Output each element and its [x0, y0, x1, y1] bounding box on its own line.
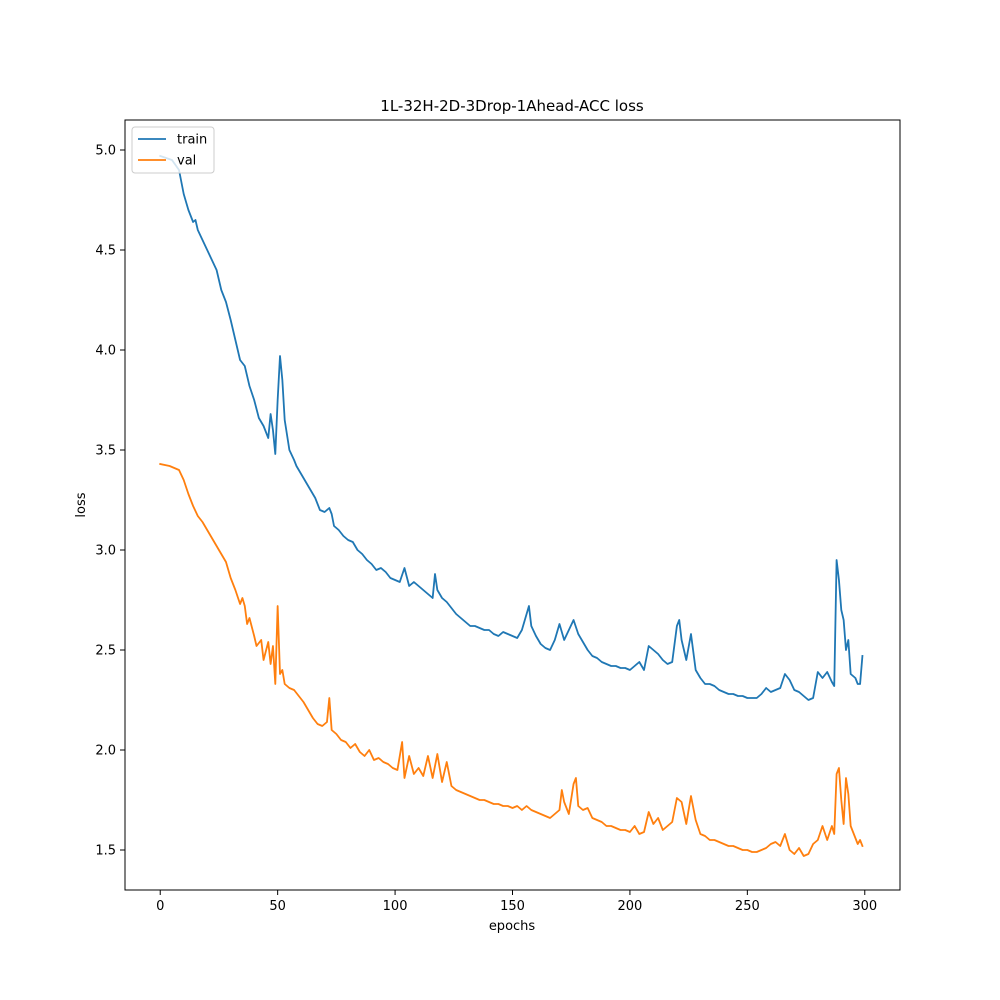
x-tick-label: 200 — [618, 899, 643, 914]
x-tick-label: 300 — [852, 899, 877, 914]
x-tick-label: 50 — [269, 899, 286, 914]
x-tick-label: 250 — [735, 899, 760, 914]
y-axis: 1.5 2.0 2.5 3.0 3.5 4.0 4.5 5.0 — [95, 144, 125, 859]
series-line-val — [159, 462, 864, 857]
legend-label-train: train — [177, 133, 207, 148]
x-axis: 0 50 100 150 200 250 300 — [156, 890, 877, 914]
y-tick-label: 2.5 — [95, 644, 116, 659]
chart-title: 1L-32H-2D-3Drop-1Ahead-ACC loss — [380, 97, 644, 115]
x-tick-label: 100 — [383, 899, 408, 914]
x-tick-label: 150 — [500, 899, 525, 914]
y-axis-label: loss — [74, 492, 89, 517]
x-tick-label: 0 — [156, 899, 164, 914]
y-tick-label: 2.0 — [95, 744, 116, 759]
y-tick-label: 3.5 — [95, 444, 116, 459]
series-line-train — [159, 154, 864, 701]
y-tick-label: 5.0 — [95, 144, 116, 159]
y-tick-label: 4.5 — [95, 244, 116, 259]
y-tick-label: 3.0 — [95, 544, 116, 559]
legend: train val — [131, 126, 215, 174]
y-tick-label: 1.5 — [95, 844, 116, 859]
legend-label-val: val — [177, 154, 196, 169]
y-tick-label: 4.0 — [95, 344, 116, 359]
x-axis-label: epochs — [489, 919, 536, 934]
series-layer — [159, 154, 864, 857]
